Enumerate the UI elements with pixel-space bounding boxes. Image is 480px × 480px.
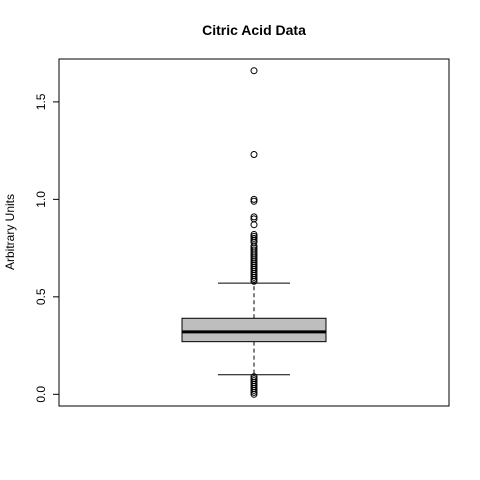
outlier-points (250, 67, 258, 398)
outlier-point (250, 390, 258, 398)
plot-frame (58, 58, 450, 407)
outlier-point (250, 234, 258, 242)
outlier-point (250, 275, 258, 283)
chart-title: Citric Acid Data (202, 22, 306, 38)
outlier-point (250, 273, 258, 281)
y-axis: 0.0 0.5 1.0 1.5 (34, 93, 59, 403)
outlier-point (250, 195, 258, 203)
y-tick-label: 1.0 (34, 191, 48, 208)
outlier-point (250, 151, 258, 159)
outlier-point (250, 197, 258, 205)
outlier-point (250, 67, 258, 75)
y-axis-label: Arbitrary Units (3, 194, 17, 270)
outlier-point (250, 277, 258, 285)
y-tick-label: 0.5 (34, 288, 48, 305)
y-tick-label: 0.0 (34, 386, 48, 403)
outlier-point (250, 221, 258, 229)
outlier-point (250, 386, 258, 394)
y-tick-label: 1.5 (34, 93, 48, 110)
iqr-box (181, 317, 327, 343)
box-group (181, 282, 327, 376)
outlier-point (250, 213, 258, 221)
outlier-point (250, 388, 258, 396)
